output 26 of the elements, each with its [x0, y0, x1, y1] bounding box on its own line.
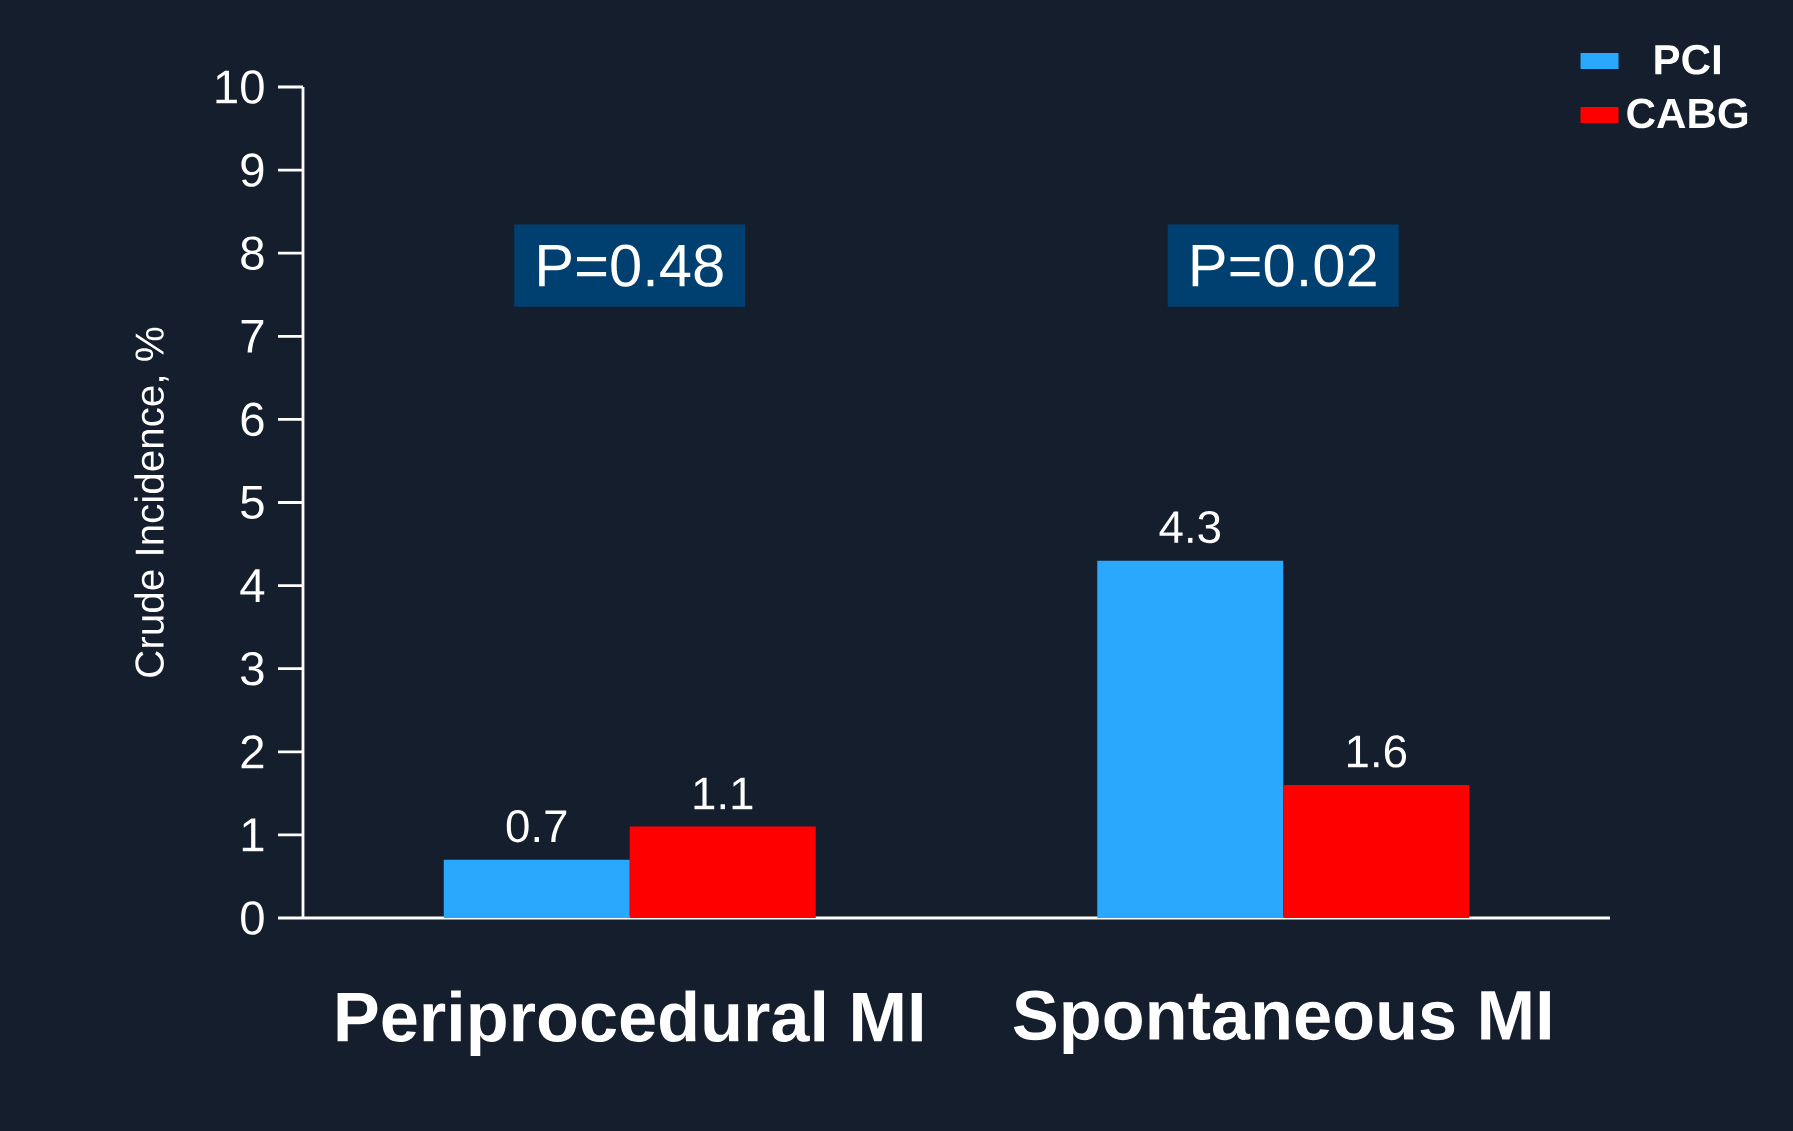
bar [1283, 785, 1470, 918]
y-tick-label: 0 [241, 901, 264, 935]
legend-label: CABG [1627, 98, 1748, 129]
annotation: P=0.48 [539, 244, 723, 287]
bar [443, 859, 630, 918]
data-label: 4.3 [1159, 510, 1221, 544]
y-tick-label: 2 [241, 735, 264, 769]
y-tick-label: 8 [241, 236, 264, 270]
y-tick-label: 3 [241, 651, 264, 686]
data-label: 0.7 [506, 810, 567, 843]
y-tick-label: 1 [242, 818, 264, 852]
data-label: 1.6 [1347, 735, 1407, 768]
y-tick-label: 6 [241, 402, 264, 437]
y-tick-label: 9 [241, 153, 264, 187]
y-tick-label: 7 [241, 319, 264, 353]
bar [629, 826, 816, 918]
legend-label: PCI [1655, 44, 1720, 75]
x-tick-label: Periprocedural MI [337, 990, 922, 1056]
data-label: 1.1 [694, 777, 753, 810]
x-tick-label: Spontaneous MI [1013, 990, 1550, 1055]
y-tick-label: 4 [240, 569, 265, 602]
bar [1097, 560, 1284, 918]
y-axis-title: Crude Incidence, % [134, 327, 169, 677]
y-tick-label: 10 [216, 70, 264, 104]
annotation: P=0.02 [1192, 244, 1376, 287]
y-tick-label: 5 [241, 485, 264, 520]
